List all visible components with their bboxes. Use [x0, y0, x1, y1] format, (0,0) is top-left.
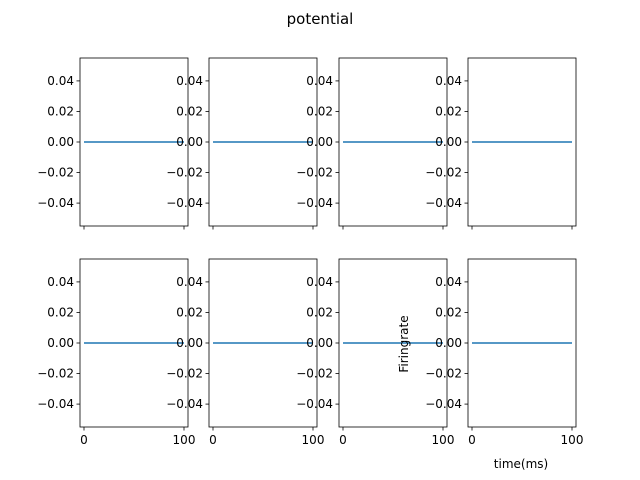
y-tick-label: 0.02: [306, 104, 333, 118]
x-tick-label: 100: [561, 433, 584, 447]
y-tick-label: 0.02: [176, 305, 203, 319]
y-axis-label: Firingrate: [397, 315, 411, 372]
y-tick-label: 0.00: [176, 135, 203, 149]
y-tick-label: −0.04: [296, 196, 333, 210]
y-tick-label: 0.02: [176, 104, 203, 118]
y-tick-label: −0.02: [425, 166, 462, 180]
y-tick-label: 0.02: [47, 104, 74, 118]
subplot-r0-c3: −0.04 −0.02 0.00 0.02 0.04: [425, 57, 577, 230]
x-tick-label: 0: [468, 433, 476, 447]
subplot-r1-c2: −0.04 −0.02 0.00 0.02 0.04 0 100: [296, 258, 455, 447]
subplot-r1-c1: −0.04 −0.02 0.00 0.02 0.04 0 100: [166, 258, 325, 447]
y-tick-label: 0.02: [47, 305, 74, 319]
subplot-r0-c1: −0.04 −0.02 0.00 0.02 0.04: [166, 57, 318, 230]
y-tick-label: −0.04: [166, 397, 203, 411]
y-tick-label: 0.04: [435, 74, 462, 88]
y-tick-label: 0.04: [306, 74, 333, 88]
y-tick-label: 0.04: [47, 275, 74, 289]
y-tick-label: −0.04: [296, 397, 333, 411]
y-tick-label: −0.02: [166, 367, 203, 381]
y-tick-label: 0.00: [306, 336, 333, 350]
figure-title: potential: [287, 10, 354, 28]
y-tick-label: 0.04: [176, 275, 203, 289]
y-tick-label: −0.02: [425, 367, 462, 381]
x-tick-label: 0: [209, 433, 217, 447]
y-tick-label: 0.00: [435, 336, 462, 350]
y-tick-label: −0.04: [37, 196, 74, 210]
y-tick-label: 0.00: [47, 135, 74, 149]
y-tick-label: 0.00: [435, 135, 462, 149]
y-tick-label: −0.02: [37, 166, 74, 180]
y-tick-label: 0.00: [176, 336, 203, 350]
y-tick-label: 0.02: [435, 104, 462, 118]
x-tick-label: 100: [302, 433, 325, 447]
y-tick-label: −0.04: [166, 196, 203, 210]
y-tick-label: 0.00: [47, 336, 74, 350]
y-tick-label: 0.00: [306, 135, 333, 149]
subplot-r0-c0: −0.04 −0.02 0.00 0.02 0.04: [37, 57, 189, 230]
subplot-grid: −0.04 −0.02 0.00 0.02 0.04 −0.04 −0.02 0.00 0.02…: [37, 57, 584, 447]
y-tick-label: 0.04: [176, 74, 203, 88]
x-axis-label: time(ms): [494, 457, 548, 471]
x-tick-label: 0: [339, 433, 347, 447]
y-tick-label: −0.04: [425, 196, 462, 210]
y-tick-label: −0.02: [37, 367, 74, 381]
subplot-r0-c2: −0.04 −0.02 0.00 0.02 0.04: [296, 57, 448, 230]
x-tick-label: 0: [80, 433, 88, 447]
x-tick-label: 100: [432, 433, 455, 447]
y-tick-label: 0.02: [435, 305, 462, 319]
y-tick-label: −0.04: [37, 397, 74, 411]
y-tick-label: 0.04: [435, 275, 462, 289]
y-tick-label: 0.02: [306, 305, 333, 319]
y-tick-label: 0.04: [306, 275, 333, 289]
y-tick-label: −0.02: [296, 166, 333, 180]
y-tick-label: −0.04: [425, 397, 462, 411]
y-tick-label: −0.02: [296, 367, 333, 381]
y-tick-label: −0.02: [166, 166, 203, 180]
subplot-r1-c0: −0.04 −0.02 0.00 0.02 0.04 0 100: [37, 258, 196, 447]
subplot-r1-c3: −0.04 −0.02 0.00 0.02 0.04 0 100: [425, 258, 584, 447]
y-tick-label: 0.04: [47, 74, 74, 88]
x-tick-label: 100: [173, 433, 196, 447]
